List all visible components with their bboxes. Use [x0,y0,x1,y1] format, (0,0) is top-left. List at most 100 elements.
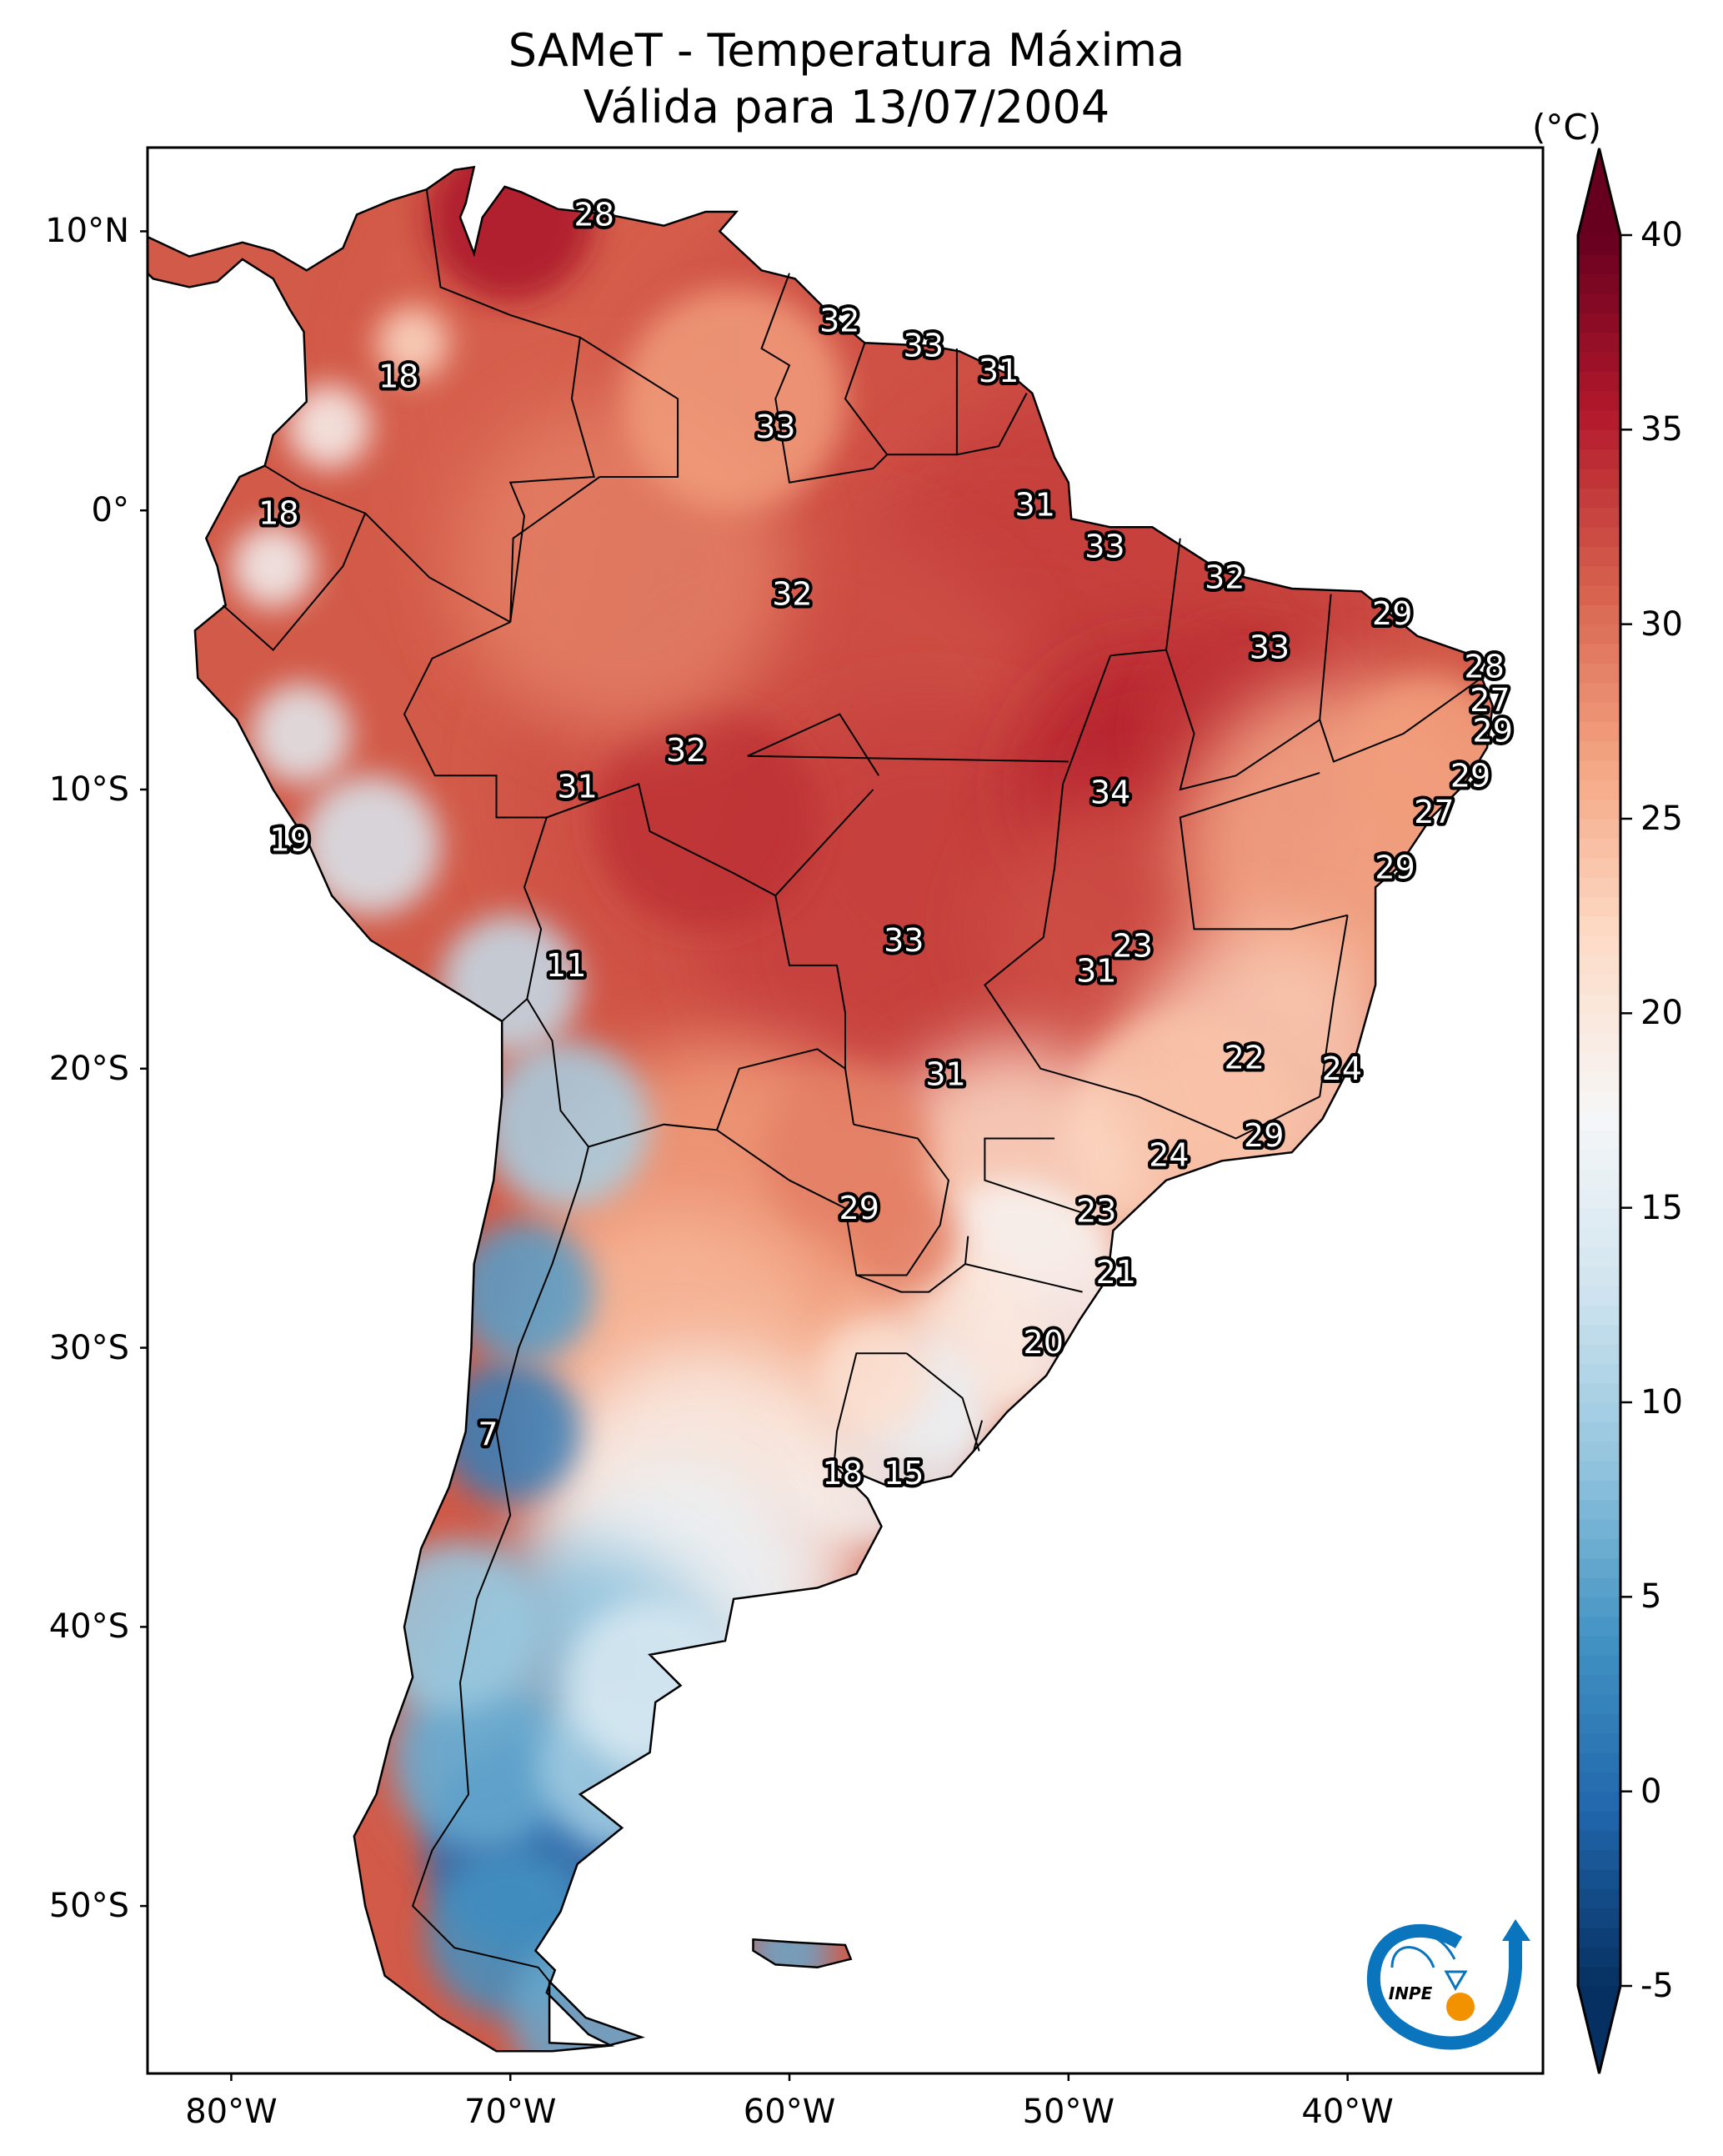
colorbar-segment [1578,663,1620,684]
y-tick-label: 0° [91,491,129,530]
station-value-label: 32 [1205,559,1245,596]
colorbar-segment [1578,760,1620,780]
colorbar-extend-min [1578,1986,1620,2073]
colorbar-segment [1578,1752,1620,1772]
temperature-blob [376,306,449,379]
colorbar-segment [1578,1207,1620,1228]
station-value-label: 31 [1076,953,1116,990]
colorbar-segment [1578,429,1620,450]
station-value-label: 33 [755,409,795,445]
colorbar-segment [1578,1188,1620,1209]
colorbar-segment [1578,293,1620,313]
colorbar-segment [1578,488,1620,509]
colorbar-segment [1578,1111,1620,1131]
border-line [509,476,600,623]
temperature-blob [250,683,352,785]
temperature-blob [287,384,371,469]
colorbar-segment [1578,1169,1620,1189]
colorbar-segment [1578,1071,1620,1092]
country-borders [222,189,1482,1983]
colorbar-segment [1578,565,1620,586]
colorbar-extend-max [1578,148,1620,235]
colorbar-segment [1578,1421,1620,1442]
y-tick-label: 10°N [45,212,129,251]
colorbar-segment [1578,877,1620,897]
border-line [403,621,548,1022]
colorbar-tick-label: 10 [1640,1383,1683,1421]
border-line [588,1048,846,1148]
border-line [222,513,367,652]
colorbar-segment [1578,624,1620,644]
colorbar-segment [1578,1597,1620,1617]
border-line [1165,594,1332,791]
y-tick-label: 20°S [48,1049,129,1088]
border-line [1179,771,1348,930]
colorbar-segment [1578,1577,1620,1597]
chart-title-line1: SAMeT - Temperatura Máxima [508,24,1185,77]
station-value-label: 28 [1465,649,1505,685]
colorbar-segment [1578,682,1620,703]
colorbar-segment [1578,1713,1620,1734]
colorbar-segment [1578,1363,1620,1384]
colorbar-segment [1578,313,1620,333]
colorbar-segment [1578,1052,1620,1072]
colorbar-tick-label: 20 [1640,994,1683,1033]
colorbar-segment [1578,1013,1620,1034]
station-value-label: 31 [557,769,597,805]
station-value-label: 15 [884,1455,924,1492]
station-value-label: 24 [1322,1050,1362,1087]
colorbar-tick-label: 0 [1640,1772,1662,1811]
colorbar-segment [1578,1869,1620,1889]
colorbar-segment [1578,449,1620,469]
colorbar-segment [1578,1441,1620,1462]
colorbar-segment [1578,1947,1620,1968]
colorbar-segment [1578,974,1620,995]
colorbar-segment [1578,1480,1620,1501]
border-line [984,654,1139,1098]
station-value-label: 28 [574,196,614,233]
colorbar [1576,148,1632,2074]
station-value-label: 32 [772,576,812,613]
colorbar-segment [1578,1382,1620,1403]
border-line [973,1420,984,1452]
station-value-label: 24 [1149,1137,1189,1174]
colorbar-segment [1578,1616,1620,1637]
colorbar-segment [1578,1636,1620,1656]
colorbar-tick-label: 40 [1640,216,1683,254]
colorbar-segment [1578,352,1620,372]
y-tick-label: 30°S [48,1328,129,1367]
logo-arrow-down-icon [1444,1970,1468,1992]
colorbar-segment [1578,1091,1620,1111]
station-value-label: 33 [1250,629,1290,665]
station-value-label: 31 [1015,487,1055,524]
colorbar-segment [1578,780,1620,800]
x-tick-label: 70°W [464,2093,557,2131]
temperature-blob [594,705,818,930]
colorbar-segment [1578,1966,1620,1987]
x-tick-label: 80°W [185,2093,278,2131]
station-value-label: 33 [904,328,944,364]
logo-sun-icon [1446,1993,1475,2021]
station-value-label: 33 [884,922,924,959]
station-value-label: 18 [378,358,418,395]
border-line [833,1352,907,1466]
colorbar-segment [1578,1557,1620,1578]
station-value-label: 18 [258,495,298,532]
station-value-label: 7 [478,1416,498,1452]
map-frame [146,146,1545,2075]
colorbar-segment [1578,1499,1620,1520]
border-line [760,273,889,484]
colorbar-segment [1578,955,1620,975]
colorbar-tick-label: 5 [1640,1577,1662,1617]
border-line [1138,1096,1320,1140]
colorbar-segment [1578,1674,1620,1695]
colorbar-segment [1578,1149,1620,1170]
colorbar-tick-label: 30 [1640,604,1683,644]
colorbar-tick-label: 15 [1640,1188,1683,1227]
chart-title-line2: Válida para 13/07/2004 [583,81,1110,133]
station-value-label: 27 [1470,682,1510,719]
colorbar-segment [1578,896,1620,917]
colorbar-segment [1578,1849,1620,1870]
border-line [774,789,874,896]
